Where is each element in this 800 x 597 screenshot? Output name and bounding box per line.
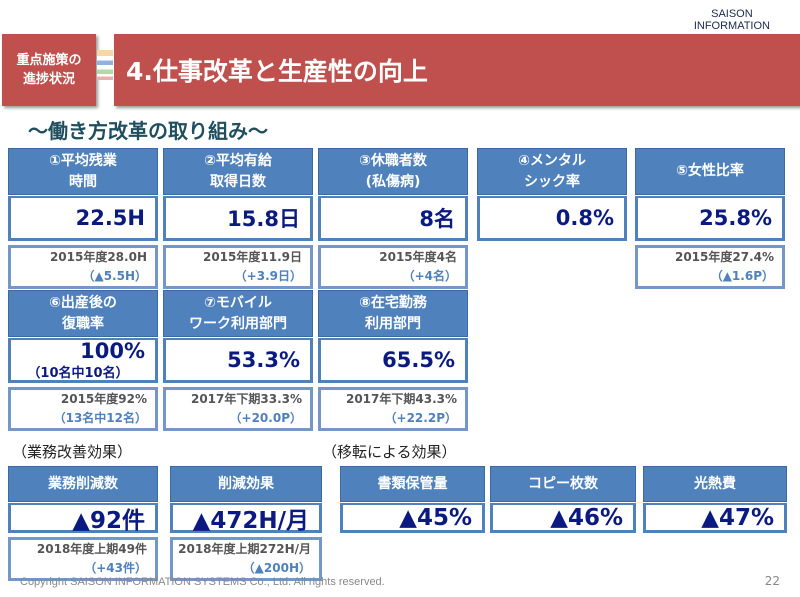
metric-header: ⑤女性比率	[635, 148, 785, 195]
metric-comparison: 2015年度4名 （+4名）	[318, 245, 468, 289]
comparison-diff: （+22.2P）	[384, 411, 457, 425]
comparison-previous: 2015年度4名	[379, 250, 457, 264]
metric-value-box: ▲472H/月	[170, 503, 322, 534]
metric-note: （10名中10名）	[27, 365, 129, 381]
metric-header: ⑧在宅勤務 利用部門	[318, 290, 468, 337]
metric-header: ⑥出産後の 復職率	[8, 290, 158, 337]
comparison-diff: （▲5.5H）	[82, 269, 147, 283]
metric-comparison: 2015年度27.4% （▲1.6P）	[635, 245, 785, 289]
metric-comparison: 2017年下期33.3% （+20.0P）	[163, 387, 313, 431]
copyright: Copyright SAISON INFORMATION SYSTEMS Co.…	[20, 576, 385, 588]
metric-header: 業務削減数	[8, 466, 158, 502]
comparison-diff: （▲1.6P）	[710, 269, 774, 283]
page-title: 4.仕事改革と生産性の向上	[114, 34, 800, 106]
metric-value: 25.8%	[699, 206, 772, 230]
metric-header: ③休職者数 (私傷病)	[318, 148, 468, 195]
comparison-diff: （+3.9日）	[234, 269, 302, 283]
metric-value-box: 53.3%	[163, 338, 313, 383]
comparison-diff: （+20.0P）	[229, 411, 302, 425]
metric-comparison: 2018年度上期272H/月 （▲200H）	[170, 537, 322, 581]
company-logo: SAISON INFORMATION	[693, 8, 770, 32]
comparison-previous: 2018年度上期272H/月	[178, 542, 311, 556]
comparison-previous: 2017年下期33.3%	[190, 392, 302, 406]
metric-value-box: ▲47%	[643, 503, 787, 533]
metric-value-box: ▲45%	[340, 503, 485, 533]
metric-value: 53.3%	[227, 348, 300, 372]
page-number: 22	[764, 574, 780, 588]
metric-value-box: 22.5H	[8, 196, 158, 241]
metric-header: ①平均残業 時間	[8, 148, 158, 195]
metric-value-box: 65.5%	[318, 338, 468, 383]
metric-value: ▲472H/月	[192, 507, 309, 534]
metric-value: 22.5H	[75, 206, 145, 230]
section-tag: 重点施策の 進捗状況	[2, 34, 96, 106]
metric-comparison: 2017年下期43.3% （+22.2P）	[318, 387, 468, 431]
comparison-previous: 2015年度28.0H	[49, 250, 147, 264]
metric-comparison: 2015年度92% （13名中12名）	[8, 387, 158, 431]
metric-value: 100%	[80, 338, 145, 363]
comparison-diff: （+4名）	[402, 269, 457, 283]
section-label-business: （業務改善効果）	[12, 443, 133, 461]
metric-value: 0.8%	[555, 206, 614, 230]
metric-header: ⑦モバイル ワーク利用部門	[163, 290, 313, 337]
metric-header: ④メンタル シック率	[477, 148, 627, 195]
metric-header: ②平均有給 取得日数	[163, 148, 313, 195]
comparison-previous: 2015年度92%	[60, 392, 147, 406]
metric-value: ▲47%	[701, 504, 774, 531]
metric-comparison: 2018年度上期49件 （+43件）	[8, 537, 158, 581]
page-subtitle: ～働き方改革の取り組み～	[28, 119, 268, 143]
metric-value-box: 15.8日	[163, 196, 313, 241]
comparison-diff: （+43件）	[84, 561, 147, 575]
metric-value: ▲45%	[399, 504, 472, 531]
metric-value-box: 0.8%	[477, 196, 627, 241]
metric-value: 15.8日	[227, 207, 300, 231]
metric-header: 光熱費	[643, 466, 787, 502]
metric-value: ▲46%	[550, 504, 623, 531]
metric-value-box: 8名	[318, 196, 468, 241]
comparison-diff: （13名中12名）	[53, 411, 147, 425]
metric-comparison: 2015年度11.9日 （+3.9日）	[163, 245, 313, 289]
metric-value-box: ▲92件	[8, 503, 158, 534]
comparison-previous: 2017年下期43.3%	[345, 392, 457, 406]
metric-header: コピー枚数	[490, 466, 636, 502]
metric-comparison: 2015年度28.0H （▲5.5H）	[8, 245, 158, 289]
decorative-stripes	[97, 50, 113, 80]
metric-value-box: ▲46%	[490, 503, 636, 533]
metric-value: ▲92件	[72, 507, 145, 534]
comparison-diff: （▲200H）	[242, 561, 311, 575]
section-label-relocation: （移転による効果）	[322, 443, 457, 461]
comparison-previous: 2018年度上期49件	[36, 542, 147, 556]
metric-value: 8名	[419, 207, 455, 231]
metric-header: 削減効果	[170, 466, 322, 502]
metric-value: 65.5%	[382, 348, 455, 372]
comparison-previous: 2015年度11.9日	[202, 250, 302, 264]
metric-header: 書類保管量	[340, 466, 485, 502]
metric-value-box: 25.8%	[635, 196, 785, 241]
metric-value-box: 100% （10名中10名）	[8, 338, 158, 383]
comparison-previous: 2015年度27.4%	[674, 250, 774, 264]
